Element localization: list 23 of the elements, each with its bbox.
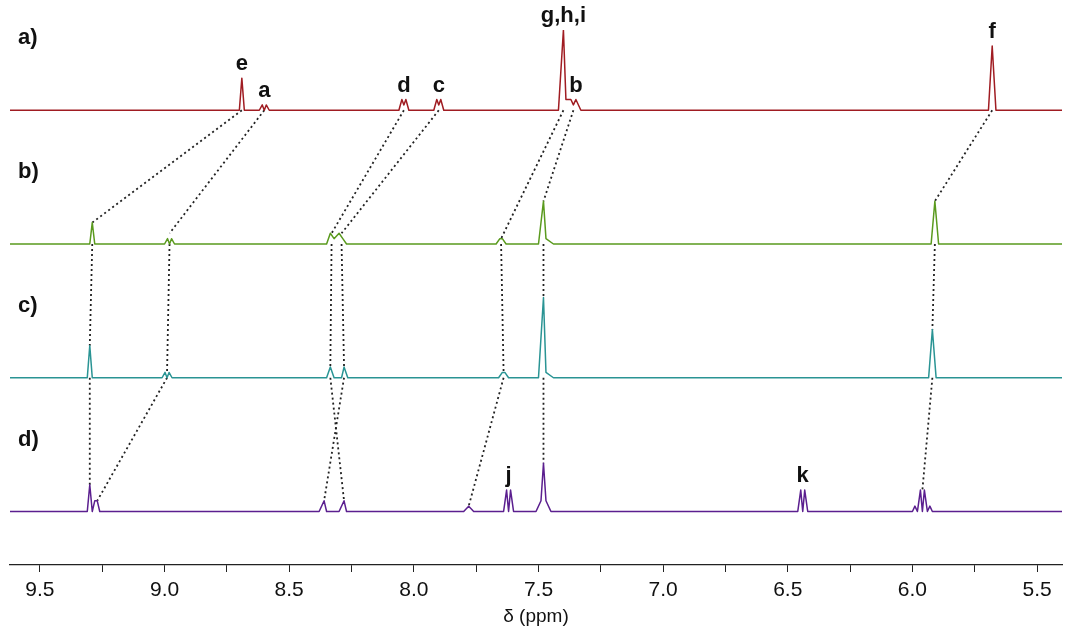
annotation: e bbox=[235, 50, 248, 76]
x-tick-label: 5.5 bbox=[1022, 577, 1052, 601]
annotation: d bbox=[397, 71, 411, 97]
annotation: j bbox=[504, 462, 512, 488]
annotation: k bbox=[796, 462, 810, 488]
x-tick-label: 6.0 bbox=[897, 577, 928, 601]
annotation: g,h,i bbox=[540, 2, 587, 28]
annotation: a) bbox=[18, 24, 38, 50]
x-tick-label: 7.0 bbox=[648, 577, 678, 601]
x-tick-label: 8.0 bbox=[399, 577, 429, 601]
x-tick-label: 9.0 bbox=[149, 577, 180, 601]
annotation: a bbox=[258, 76, 272, 102]
annotation: b bbox=[569, 71, 583, 97]
annotation: b) bbox=[18, 158, 39, 184]
x-tick-label: 9.5 bbox=[25, 577, 55, 601]
x-tick-label: 6.5 bbox=[773, 577, 803, 601]
x-tick-label: 7.5 bbox=[523, 577, 554, 601]
x-tick-label: 8.5 bbox=[274, 577, 304, 601]
annotation: f bbox=[988, 18, 997, 44]
x-axis-title: δ (ppm) bbox=[503, 604, 569, 626]
annotation: d) bbox=[18, 425, 39, 451]
annotation: c bbox=[432, 71, 445, 97]
annotation: c) bbox=[18, 291, 38, 317]
